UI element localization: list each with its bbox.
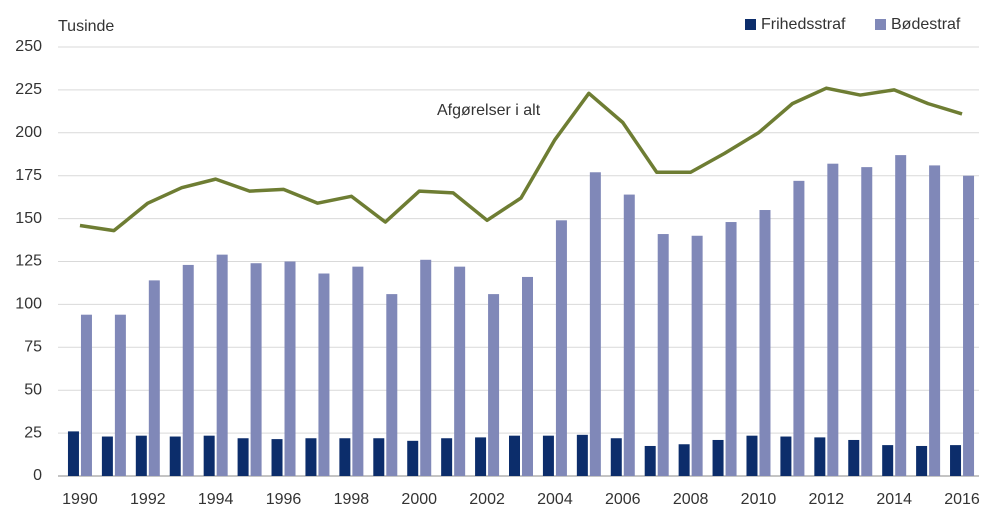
bar	[780, 436, 792, 476]
bar	[848, 439, 860, 476]
bar	[950, 445, 962, 476]
bar	[929, 165, 941, 477]
bar	[305, 438, 317, 476]
y-tick-label: 225	[15, 81, 42, 98]
y-tick-label: 250	[15, 38, 42, 55]
bar	[135, 435, 147, 476]
x-tick-label: 2000	[401, 491, 437, 508]
x-tick-label: 1998	[334, 491, 370, 508]
bar	[576, 434, 588, 476]
bar	[725, 222, 737, 476]
bar	[793, 180, 805, 476]
x-tick-label: 2010	[741, 491, 777, 508]
bar	[827, 163, 839, 477]
bar	[678, 444, 690, 476]
x-tick-label: 1992	[130, 491, 166, 508]
bar	[203, 435, 215, 476]
bar	[657, 234, 669, 476]
bar	[169, 436, 181, 476]
bar	[80, 314, 92, 476]
bar	[114, 314, 126, 476]
y-tick-label: 175	[15, 167, 42, 184]
x-tick-label: 1994	[198, 491, 234, 508]
bar	[963, 175, 975, 476]
bar	[691, 235, 703, 476]
bar	[67, 431, 79, 476]
x-tick-label: 2004	[537, 491, 573, 508]
y-tick-label: 50	[24, 381, 42, 398]
bar	[488, 294, 500, 476]
y-tick-label: 0	[33, 467, 42, 484]
bar	[542, 435, 554, 476]
bar	[352, 266, 364, 476]
bar	[610, 438, 622, 476]
legend-label: Frihedsstraf	[761, 16, 846, 33]
bar	[182, 264, 194, 476]
legend-swatch	[745, 19, 756, 30]
y-axis-title: Tusinde	[58, 18, 114, 35]
bar	[589, 172, 601, 476]
bar	[895, 155, 907, 476]
bar	[407, 440, 419, 476]
bar	[148, 280, 160, 476]
bar	[250, 263, 262, 476]
bar	[441, 438, 453, 476]
y-tick-label: 150	[15, 210, 42, 227]
bar	[318, 273, 330, 476]
bar	[644, 445, 656, 476]
bar	[555, 220, 567, 476]
line-label: Afgørelser i alt	[437, 102, 541, 119]
x-tick-label: 2002	[469, 491, 505, 508]
bar	[623, 194, 635, 477]
bar	[237, 438, 249, 476]
bar	[339, 438, 351, 476]
x-tick-label: 1996	[266, 491, 302, 508]
line	[79, 86, 963, 233]
y-tick-label: 200	[15, 124, 42, 141]
y-tick-label: 75	[24, 339, 42, 356]
x-tick-label: 2016	[944, 491, 980, 508]
bar	[271, 439, 283, 476]
bar	[759, 210, 771, 476]
bar	[712, 439, 724, 476]
bar	[882, 445, 894, 476]
x-tick-label: 2014	[876, 491, 912, 508]
bar	[814, 437, 826, 476]
bar	[861, 167, 873, 476]
bar	[475, 437, 487, 476]
bar	[420, 259, 432, 476]
bar	[284, 261, 296, 476]
x-tick-label: 2006	[605, 491, 641, 508]
y-tick-label: 125	[15, 253, 42, 270]
legend-swatch	[875, 19, 886, 30]
bar	[373, 438, 385, 476]
bar	[916, 445, 928, 476]
bar	[454, 266, 466, 476]
legend-label: Bødestraf	[891, 16, 961, 33]
bar	[216, 254, 228, 476]
bar	[509, 435, 520, 476]
x-tick-label: 1990	[62, 491, 98, 508]
bar	[386, 294, 398, 476]
x-tick-label: 2012	[809, 491, 845, 508]
y-tick-label: 25	[24, 424, 42, 441]
bar	[746, 435, 758, 476]
bar	[101, 436, 113, 476]
x-tick-label: 2008	[673, 491, 709, 508]
bar	[522, 276, 533, 476]
y-tick-label: 100	[15, 296, 42, 313]
